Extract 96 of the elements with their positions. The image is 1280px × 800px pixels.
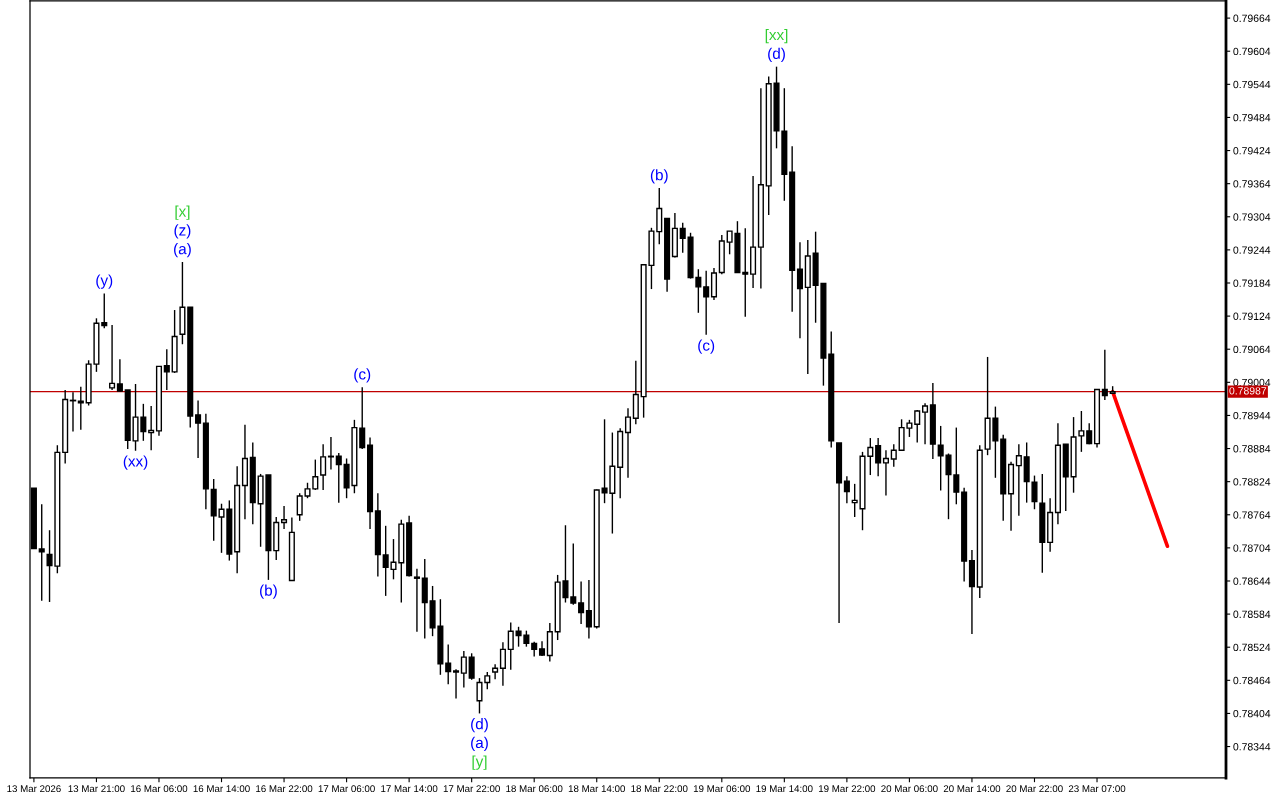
y-tick-label: 0.79604 [1233,47,1271,56]
y-tick-label: 0.79064 [1233,345,1271,354]
candlestick [507,621,514,671]
y-tick-label: 0.78644 [1233,577,1271,585]
candlestick [796,241,804,339]
y-tick-label: 0.79424 [1233,147,1271,155]
candlestick [320,443,327,491]
candlestick [1015,443,1022,517]
candlestick [742,227,749,318]
y-tick-label: 0.79364 [1233,180,1271,188]
x-tick-label: 19 Mar 14:00 [756,785,813,793]
x-tick-label: 17 Mar 14:00 [381,785,438,793]
y-tick-label: 0.78704 [1233,544,1271,552]
x-tick-label: 13 Mar 2026 [7,785,61,793]
candlestick [327,436,334,471]
candlestick [163,348,170,391]
x-tick-label: 16 Mar 06:00 [131,785,188,793]
y-tick-label: 0.78764 [1233,511,1271,519]
annotation: (c) [698,339,715,354]
candlestick [460,650,467,689]
y-tick-label: 0.79244 [1233,246,1271,254]
candlestick [1031,474,1038,510]
annotation: (c) [354,368,371,383]
x-tick-label: 17 Mar 06:00 [318,785,375,793]
candlestick [546,622,553,663]
line-series [1110,389,1170,549]
candlestick [38,503,45,602]
annotation: (z) [174,224,191,239]
annotation: [y] [472,755,487,770]
candlestick [578,580,585,625]
x-tick-label: 23 Mar 07:00 [1068,785,1126,793]
x-tick-label: 17 Mar 22:00 [443,785,500,793]
candlestick [632,360,639,425]
y-tick-label: 0.78884 [1233,445,1271,453]
annotation: (d) [471,718,488,733]
annotation: (a) [174,243,191,258]
x-tick-label: 18 Mar 14:00 [568,785,625,793]
x-tick-label: 20 Mar 14:00 [943,785,1001,793]
annotation: (b) [650,169,668,184]
annotation: (xx) [123,455,148,470]
candlestick [148,405,155,451]
candlestick [452,668,460,700]
candlestick [875,437,882,477]
candlestick [116,358,123,392]
y-tick-label: 0.79664 [1233,14,1271,22]
candlestick [585,579,592,640]
candlestick [914,409,921,444]
x-tick-label: 13 Mar 21:00 [68,785,125,793]
x-tick-label: 20 Mar 22:00 [1006,785,1063,793]
y-tick-label: 0.79484 [1233,113,1271,122]
candlestick [468,652,475,681]
y-tick-label: 0.78464 [1233,676,1271,685]
candlestick [109,324,116,391]
candlestick [335,452,342,504]
annotation: [x] [175,205,190,220]
y-tick-label: 0.78404 [1233,709,1271,718]
candlestick [703,270,710,336]
x-tick-label: 18 Mar 06:00 [506,785,563,793]
candlestick [710,267,718,301]
candlestick [445,643,452,685]
candlestick [1101,349,1108,401]
candlestick [281,505,288,530]
y-tick-label: 0.78344 [1233,743,1271,751]
x-tick-label: 20 Mar 06:00 [881,785,938,793]
candlestick [101,292,108,329]
y-tick-label: 0.78824 [1233,478,1271,486]
candlestick [843,475,850,504]
y-tick-label: 0.79184 [1233,279,1271,287]
candlestick [922,402,929,445]
x-tick-label: 18 Mar 22:00 [631,785,688,793]
x-tick-label: 19 Mar 06:00 [693,785,751,793]
annotation: (a) [471,736,488,752]
annotation: (b) [260,584,277,599]
y-tick-label: 0.79124 [1233,312,1271,320]
x-tick-label: 19 Mar 22:00 [818,785,876,793]
y-tick-label: 0.78944 [1233,411,1271,420]
candlestick [77,386,84,431]
candlestick [413,568,420,633]
y-tick-label: 0.79304 [1233,213,1271,221]
annotation: (d) [768,47,785,62]
y-tick-label: 0.78524 [1233,643,1271,652]
y-tick-label: 0.79544 [1233,80,1271,89]
annotation: (y) [96,274,113,289]
ref-line-label: 0.78987 [1229,387,1267,395]
candlestick [195,399,202,459]
annotation: [xx] [765,28,788,44]
candlestick [882,449,890,497]
candlestick [890,443,897,468]
y-tick-label: 0.79004 [1233,378,1271,387]
candlestick [656,187,663,246]
x-tick-label: 16 Mar 14:00 [193,785,250,793]
candlestick [499,641,506,687]
x-tick-label: 16 Mar 22:00 [256,785,313,793]
candlestick [624,407,632,479]
y-tick-label: 0.78584 [1233,610,1271,618]
candlestick [359,386,366,450]
